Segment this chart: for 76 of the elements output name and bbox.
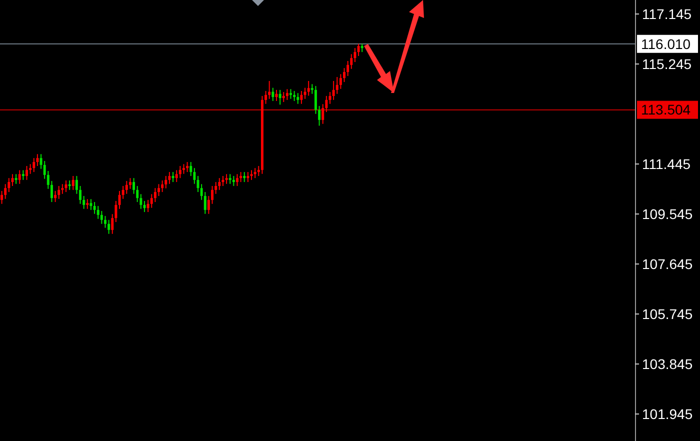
candlestick: [275, 89, 278, 102]
candlestick: [318, 105, 321, 126]
candlestick: [254, 168, 256, 179]
candlestick: [236, 174, 238, 186]
candlestick: [158, 184, 160, 196]
candlestick: [132, 178, 136, 194]
candlestick: [307, 80, 310, 96]
candlestick: [222, 175, 224, 186]
y-tick-label: 101.945: [642, 406, 693, 422]
y-tick-label: 105.745: [642, 306, 693, 322]
candlestick: [286, 88, 288, 100]
y-tick-label: 115.245: [642, 56, 692, 72]
y-tick-label: 117.145: [642, 6, 692, 22]
candlestick: [336, 76, 338, 94]
candlestick: [250, 170, 253, 180]
candlestick: [339, 74, 342, 90]
ref-line-label: 113.504: [641, 102, 691, 118]
candlestick: [54, 190, 57, 203]
candlestick: [207, 195, 210, 214]
candlestick: [232, 175, 235, 186]
candlestick: [118, 190, 121, 210]
candlestick: [64, 180, 68, 193]
candlestick: [246, 172, 250, 183]
candlestick: [72, 175, 74, 190]
candlestick: [300, 90, 303, 104]
candlestick: [175, 170, 178, 183]
candlestick: [108, 219, 110, 234]
candlestick: [154, 188, 156, 203]
candlestick: [211, 185, 214, 204]
ref-line-label: 116.010: [641, 36, 691, 52]
candlestick: [332, 80, 335, 100]
candlestick: [14, 174, 18, 184]
candlestick: [296, 92, 300, 104]
candlestick: [75, 175, 78, 194]
y-tick-label: 111.445: [642, 156, 691, 172]
candlestick: [86, 198, 89, 210]
candlestick: [18, 170, 21, 184]
candlestick: [190, 162, 192, 176]
candlestick: [178, 165, 182, 179]
candlestick: [22, 170, 24, 180]
candlestick: [32, 158, 36, 173]
candlestick: [343, 68, 346, 83]
y-tick-label: 107.645: [642, 256, 693, 272]
candlestick: [272, 87, 274, 102]
candlestick: [293, 90, 296, 102]
candlestick: [278, 89, 282, 106]
candlestick: [58, 185, 60, 200]
candlestick: [225, 174, 228, 184]
candlestick: [264, 90, 268, 104]
candlestick: [314, 85, 317, 114]
candlestick: [186, 162, 189, 173]
candlestick: [125, 180, 128, 194]
candlestick: [282, 92, 285, 103]
candlestick: [90, 198, 92, 210]
candlestick: [68, 180, 71, 190]
candlestick: [104, 215, 106, 228]
candlestick: [289, 88, 292, 100]
candlestick: [243, 172, 246, 183]
candlestick: [357, 43, 360, 56]
candlestick: [79, 185, 82, 204]
candlestick: [128, 178, 132, 190]
candlestick: [322, 104, 324, 124]
candlestick: [100, 210, 103, 224]
candlestick: [228, 174, 232, 184]
y-tick-label: 109.545: [642, 206, 693, 222]
candlestick: [26, 165, 28, 180]
candlestick: [240, 172, 242, 183]
candlestick: [168, 172, 171, 184]
candlestick: [0, 190, 4, 204]
candlestick: [218, 178, 221, 190]
y-tick-label: 103.845: [642, 356, 693, 372]
candlestick: [161, 180, 164, 193]
candlestick: [164, 175, 168, 189]
candlestick: [172, 172, 174, 183]
candlestick: [204, 192, 206, 214]
candlestick: [182, 164, 185, 174]
